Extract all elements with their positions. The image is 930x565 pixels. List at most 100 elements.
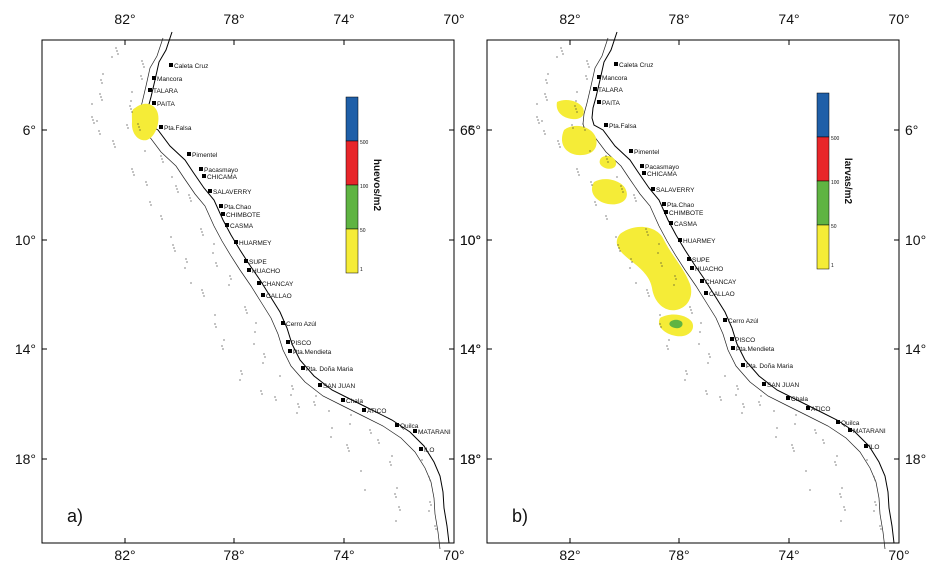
station-dot [377, 439, 379, 441]
place-marker [208, 189, 212, 193]
lat-label-right: 14° [905, 341, 926, 357]
station-dot [558, 143, 560, 145]
place-marker [593, 87, 597, 91]
coastline [591, 31, 895, 544]
legend-value: 500 [360, 140, 369, 146]
station-dot [177, 191, 179, 193]
station-dot [619, 250, 621, 252]
place-label: Pta. Doña Maria [746, 363, 793, 370]
place-marker [741, 363, 745, 367]
station-dot [660, 326, 662, 328]
station-dot [396, 487, 398, 489]
station-dot [395, 496, 397, 498]
station-dot [606, 218, 608, 220]
place-marker [848, 428, 852, 432]
station-dot [349, 423, 351, 425]
lon-label-bottom: 70° [443, 547, 464, 563]
station-dot [606, 158, 608, 160]
station-dot [161, 218, 163, 220]
station-dot [791, 444, 793, 446]
place-label: TALARA [598, 87, 623, 94]
place-marker [288, 349, 292, 353]
panel-label: a) [67, 506, 83, 526]
station-dot [675, 278, 677, 280]
larva-patch [556, 100, 584, 120]
place-label: HUARMEY [683, 238, 716, 245]
station-dot [162, 161, 164, 163]
station-dot [776, 427, 778, 429]
station-dot [840, 496, 842, 498]
station-dot [127, 127, 129, 129]
station-dot [666, 345, 668, 347]
place-marker [301, 366, 305, 370]
station-dot [222, 348, 224, 350]
station-dot [839, 493, 841, 495]
station-dot [263, 353, 265, 355]
legend-title: huevos/m2 [371, 159, 382, 212]
place-marker [806, 406, 810, 410]
station-dot [398, 506, 400, 508]
station-dot [546, 99, 548, 101]
lat-label-right: 14° [460, 341, 481, 357]
legend-swatch [345, 140, 359, 186]
station-dot [556, 56, 558, 58]
station-dot [160, 155, 162, 157]
station-dot [546, 82, 548, 84]
station-dot [866, 459, 868, 461]
place-label: CASMA [230, 223, 254, 230]
place-marker [836, 420, 840, 424]
place-marker [678, 238, 682, 242]
station-dot [137, 123, 139, 125]
lat-label-right: 10° [460, 232, 481, 248]
place-label: TALARA [153, 88, 178, 95]
station-dot [633, 194, 635, 196]
place-label: Pta.Mendieta [736, 346, 775, 353]
egg-patch [131, 103, 159, 141]
place-label: PISCO [291, 340, 311, 347]
station-dot [133, 174, 135, 176]
station-dot [545, 96, 547, 98]
legend-swatch [345, 96, 359, 142]
station-dot [840, 520, 842, 522]
place-label: Quilca [841, 420, 860, 427]
place-marker [413, 429, 417, 433]
station-dot [428, 476, 430, 478]
station-dot [698, 343, 700, 345]
station-dot [536, 116, 538, 118]
station-dot [645, 228, 647, 230]
station-dot [92, 119, 94, 121]
larva-patch [561, 125, 597, 156]
station-dot [699, 331, 701, 333]
station-dot [574, 105, 576, 107]
place-marker [247, 268, 251, 272]
station-dot [880, 528, 882, 530]
station-dot [99, 93, 101, 95]
station-dot [184, 267, 186, 269]
station-dot [369, 429, 371, 431]
station-dot [622, 191, 624, 193]
station-dot [576, 111, 578, 113]
lon-label-top: 82° [114, 11, 135, 27]
place-marker [341, 398, 345, 402]
station-dot [150, 204, 152, 206]
lat-label-right: 6° [905, 122, 918, 138]
station-dot [879, 525, 881, 527]
station-dot [815, 432, 817, 434]
place-label: Pacasmayo [645, 164, 679, 171]
lon-label-top: 70° [443, 11, 464, 27]
place-label: CHIMBOTE [669, 210, 704, 217]
station-dot [585, 75, 587, 77]
station-dot [647, 234, 649, 236]
station-dot [814, 429, 816, 431]
place-marker [261, 293, 265, 297]
larva-patch [616, 226, 692, 311]
station-dot [394, 493, 396, 495]
station-dot [241, 373, 243, 375]
station-dot [240, 370, 242, 372]
station-dot [775, 436, 777, 438]
place-marker [148, 88, 152, 92]
station-dot [590, 181, 592, 183]
place-label: CALLAO [709, 291, 735, 298]
station-dot [348, 450, 350, 452]
station-dot [792, 447, 794, 449]
